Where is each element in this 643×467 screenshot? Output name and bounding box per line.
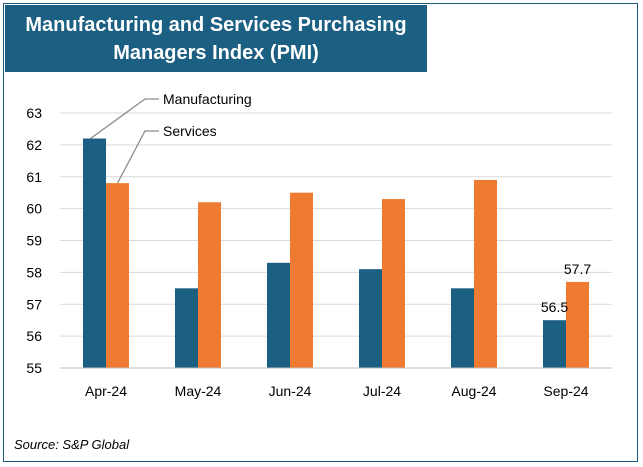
y-tick-label: 56	[26, 328, 42, 344]
legend-label: Services	[163, 123, 217, 139]
legend-callouts: Manufacturing Services	[90, 91, 252, 184]
bar-services	[382, 199, 405, 368]
chart-title-line-1: Manufacturing and Services Purchasing	[25, 13, 407, 36]
chart-title: Manufacturing and Services Purchasing Ma…	[5, 5, 427, 72]
x-tick-label: Sep-24	[543, 383, 588, 399]
bar-services	[106, 183, 129, 368]
bar-services	[566, 281, 589, 368]
x-tick-label: May-24	[175, 383, 222, 399]
bar-services	[198, 202, 221, 368]
x-tick-label: Apr-24	[85, 383, 127, 399]
y-tick-label: 58	[26, 264, 42, 280]
data-label: 56.5	[541, 299, 568, 315]
chart-title-line-2: Managers Index (PMI)	[113, 41, 319, 64]
bars	[83, 138, 589, 368]
data-label: 57.7	[564, 261, 591, 277]
bar-manufacturing	[83, 138, 106, 368]
y-tick-label: 55	[26, 360, 42, 376]
gridlines	[60, 112, 612, 337]
x-tick-label: Jun-24	[269, 383, 312, 399]
y-tick-label: 60	[26, 201, 42, 217]
y-tick-label: 63	[26, 105, 42, 121]
data-labels: 56.5 57.7	[541, 261, 591, 315]
source-note: Source: S&P Global	[14, 437, 130, 452]
y-tick-label: 62	[26, 137, 42, 153]
bar-manufacturing	[267, 262, 290, 368]
legend-leader-line	[90, 98, 159, 140]
y-tick-label: 59	[26, 233, 42, 249]
y-tick-label: 61	[26, 169, 42, 185]
bar-services	[290, 192, 313, 368]
bar-manufacturing	[175, 288, 198, 368]
legend-label: Manufacturing	[163, 91, 252, 107]
bar-manufacturing	[543, 320, 566, 368]
y-tick-label: 57	[26, 296, 42, 312]
bar-manufacturing	[451, 288, 474, 368]
axes: 55 56 57 58 59 60 61 62 63 Apr-24 May-24 Jun-24 Jul-…	[26, 105, 612, 399]
bar-services	[474, 179, 497, 368]
bar-manufacturing	[359, 269, 382, 368]
legend-leader-line	[116, 130, 159, 184]
x-tick-label: Jul-24	[363, 383, 401, 399]
x-tick-label: Aug-24	[451, 383, 496, 399]
